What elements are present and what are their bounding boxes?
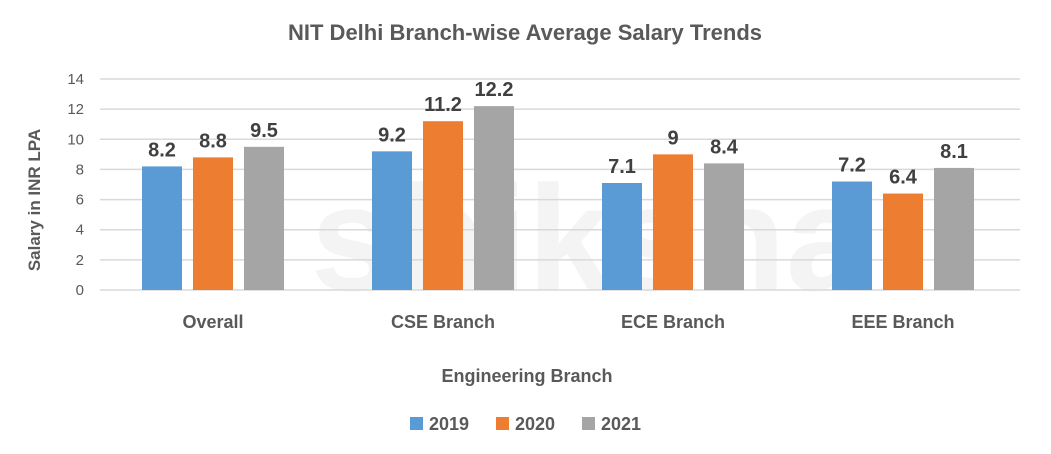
data-label: 7.1 [608,156,636,178]
y-tick-label: 14 [67,71,84,88]
data-label: 8.8 [199,130,227,152]
legend-swatch-2019 [410,417,423,430]
legend-label: 2021 [601,414,641,434]
bar-2021-overall [244,146,284,290]
data-label: 8.4 [710,136,739,158]
data-label: 6.4 [889,167,918,189]
bar-2019-ece-branch [602,182,642,290]
y-tick-label: 10 [67,131,84,148]
data-label: 12.2 [475,79,514,101]
y-tick-label: 4 [76,222,84,239]
legend-swatch-2021 [582,417,595,430]
data-label: 9 [667,127,678,149]
data-label: 9.5 [250,120,278,142]
chart-title: NIT Delhi Branch-wise Average Salary Tre… [288,20,762,45]
bar-2020-cse-branch [423,121,463,290]
data-label: 8.1 [940,141,968,163]
x-tick-label: EEE Branch [851,312,954,332]
x-axis-label: Engineering Branch [441,366,612,386]
y-axis-label: Salary in INR LPA [25,129,44,271]
bar-2019-cse-branch [372,151,412,290]
legend-label: 2020 [515,414,555,434]
bar-2019-eee-branch [832,181,872,290]
x-tick-label: Overall [182,312,243,332]
bar-2021-ece-branch [704,163,744,290]
data-label: 9.2 [378,124,406,146]
y-tick-label: 12 [67,101,84,118]
bar-2021-eee-branch [934,167,974,290]
x-tick-label: ECE Branch [621,312,725,332]
bar-2020-ece-branch [653,154,693,290]
y-tick-label: 2 [76,252,84,269]
legend-swatch-2020 [496,417,509,430]
bar-2020-eee-branch [883,193,923,290]
y-tick-label: 6 [76,192,84,209]
data-label: 7.2 [838,154,866,176]
bar-2021-cse-branch [474,106,514,290]
legend-label: 2019 [429,414,469,434]
x-tick-label: CSE Branch [391,312,495,332]
data-label: 11.2 [424,94,462,116]
bar-2019-overall [142,166,182,290]
bar-2020-overall [193,157,233,290]
y-tick-label: 8 [76,161,84,178]
y-tick-label: 0 [76,282,84,299]
data-label: 8.2 [148,139,176,161]
